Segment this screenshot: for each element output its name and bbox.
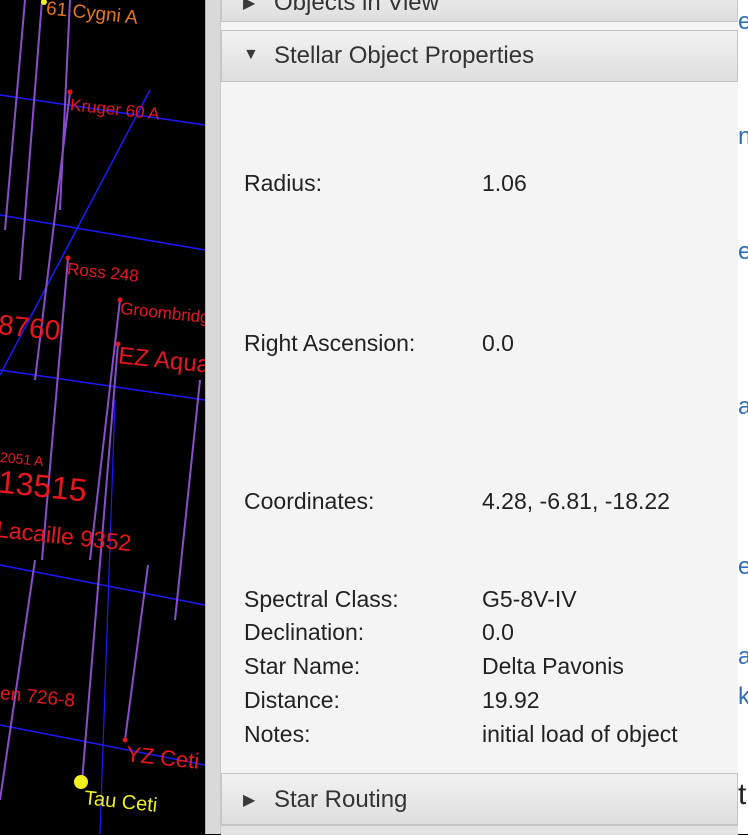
- distance-value: 19.92: [482, 687, 540, 713]
- panel-bottom-edge: [221, 825, 738, 835]
- star-marker: [65, 255, 71, 261]
- grid-line: [99, 399, 116, 834]
- star-map-canvas[interactable]: [0, 0, 205, 834]
- clipped-text: e: [738, 238, 748, 265]
- spectral-class-value: G5-8V-IV: [482, 586, 577, 612]
- declination-label: Declination:: [244, 619, 365, 645]
- right-ascension-value: 0.0: [482, 330, 514, 356]
- star-name-value: Delta Pavonis: [482, 653, 624, 679]
- stellar-properties-header[interactable]: ▼ Stellar Object Properties: [221, 30, 738, 82]
- right-ascension-label: Right Ascension:: [244, 330, 416, 356]
- expanded-arrow-icon: ▼: [243, 46, 259, 63]
- star-marker: [122, 737, 128, 743]
- radius-value: 1.06: [482, 170, 527, 196]
- star-map-view[interactable]: 61 Cygni A Kruger 60 A Ross 248 Groombri…: [0, 0, 205, 834]
- section-title: Stellar Object Properties: [274, 42, 535, 69]
- section-title: Objects in View: [274, 0, 439, 16]
- side-panel: ▶ Objects in View ▼ Stellar Object Prope…: [221, 0, 738, 835]
- star-label[interactable]: 8760: [0, 308, 62, 347]
- star-routing-header[interactable]: ▶ Star Routing: [221, 773, 738, 825]
- star-stem: [4, 0, 26, 231]
- coordinates-label: Coordinates:: [244, 488, 375, 514]
- star-marker: [41, 0, 47, 5]
- clipped-text: e: [738, 553, 748, 580]
- spectral-class-label: Spectral Class:: [244, 586, 399, 612]
- star-stem: [89, 299, 121, 561]
- star-stem: [0, 559, 36, 801]
- star-marker: [117, 297, 123, 303]
- background-window-edge: e n e a e a k t: [738, 0, 748, 834]
- star-label[interactable]: 13515: [0, 463, 89, 509]
- star-marker: [115, 341, 121, 347]
- star-marker: [74, 775, 88, 789]
- star-marker: [67, 89, 73, 95]
- collapsed-arrow-icon: ▶: [243, 792, 256, 809]
- star-stem: [124, 564, 149, 741]
- split-pane-divider[interactable]: [205, 0, 221, 834]
- clipped-text: a: [738, 393, 748, 420]
- grid-line: [0, 214, 205, 251]
- clipped-text: k: [738, 683, 748, 710]
- radius-label: Radius:: [244, 170, 322, 196]
- clipped-text: n: [738, 123, 748, 150]
- star-stem: [81, 343, 119, 783]
- star-name-label: Star Name:: [244, 653, 361, 679]
- star-stem: [41, 257, 69, 561]
- clipped-text: a: [738, 643, 748, 670]
- star-stem: [34, 91, 71, 381]
- clipped-text: t: [738, 778, 747, 811]
- section-title: Star Routing: [274, 786, 408, 813]
- clipped-text: e: [738, 8, 748, 35]
- collapsed-arrow-icon: ▶: [243, 0, 256, 12]
- star-stem: [19, 0, 43, 281]
- objects-in-view-section[interactable]: ▶ Objects in View: [221, 0, 738, 22]
- grid-line: [0, 369, 205, 401]
- coordinates-value: 4.28, -6.81, -18.22: [482, 488, 670, 514]
- grid-line: [0, 89, 151, 376]
- distance-label: Distance:: [244, 687, 340, 713]
- notes-label: Notes:: [244, 721, 311, 747]
- star-stem: [174, 379, 201, 621]
- declination-value: 0.0: [482, 619, 514, 645]
- notes-value: initial load of object: [482, 721, 678, 747]
- star-stem: [59, 0, 71, 211]
